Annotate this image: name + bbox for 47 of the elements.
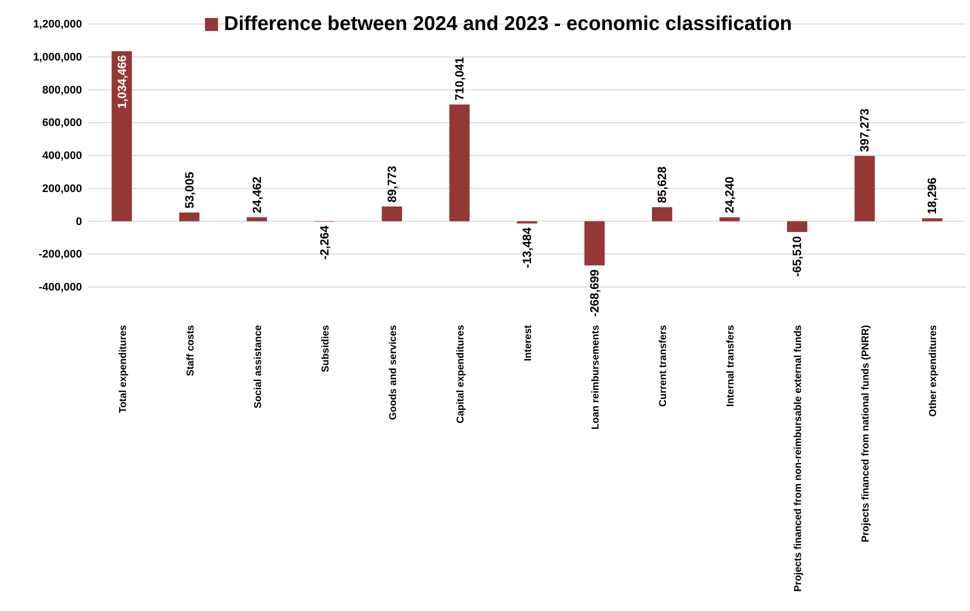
x-tick-label: Loan reimbursements: [590, 324, 602, 430]
text: 24,462: [250, 176, 264, 214]
text: 1,034,466: [114, 55, 129, 109]
x-tick-label: Capital expenditures: [455, 324, 466, 424]
text: -13,484: [520, 227, 534, 268]
text: -2,264: [317, 226, 332, 260]
text: 397,273: [858, 108, 872, 152]
bar: [179, 212, 200, 222]
text: -65,510: [790, 236, 804, 277]
y-tick-label: 400,000: [42, 150, 82, 162]
text: 89,773: [384, 166, 399, 202]
bar: [246, 217, 267, 222]
x-tick-label: Projects financed from non-reimbursable external funds: [793, 324, 804, 592]
x-tick-label: Total expenditures: [118, 324, 129, 414]
bar: [584, 221, 605, 266]
x-tick-label: Subsidies: [320, 324, 332, 372]
y-tick-label: 0: [76, 216, 82, 228]
bar: [652, 207, 672, 222]
bar: [719, 217, 740, 222]
x-tick-label: Projects financed from national funds (PNRR): [860, 325, 872, 542]
text: 53,005: [182, 172, 196, 209]
x-tick-label: Staff costs: [185, 324, 196, 376]
text: -268,699: [588, 269, 602, 317]
y-tick-label: 600,000: [42, 117, 82, 130]
y-tick-label: -200,000: [38, 248, 82, 261]
x-tick-label: Internal transfers: [726, 324, 737, 407]
bar: [922, 218, 942, 222]
bar: [787, 221, 808, 232]
x-tick-label: Interest: [523, 324, 534, 362]
bar: [382, 206, 402, 222]
text: 18,296: [925, 178, 940, 214]
bar: [854, 156, 875, 222]
y-tick-label: 800,000: [42, 84, 82, 96]
x-tick-label: Goods and services: [388, 324, 399, 420]
bar: [449, 104, 470, 222]
x-tick-label: Social assistance: [252, 324, 264, 408]
text: 85,628: [655, 166, 670, 204]
bar: [112, 51, 132, 222]
legend-label: Difference between 2024 and 2023 - economic classification: [224, 13, 792, 35]
text: 24,240: [722, 176, 737, 214]
y-tick-label: -400,000: [38, 282, 82, 294]
x-tick-label: Current transfers: [658, 324, 670, 407]
x-tick-label: Other expenditures: [928, 324, 940, 417]
y-tick-label: 1,200,000: [33, 18, 82, 31]
y-tick-label: 200,000: [42, 182, 82, 195]
y-tick-label: 1,000,000: [33, 51, 82, 64]
text: 710,041: [452, 57, 466, 101]
